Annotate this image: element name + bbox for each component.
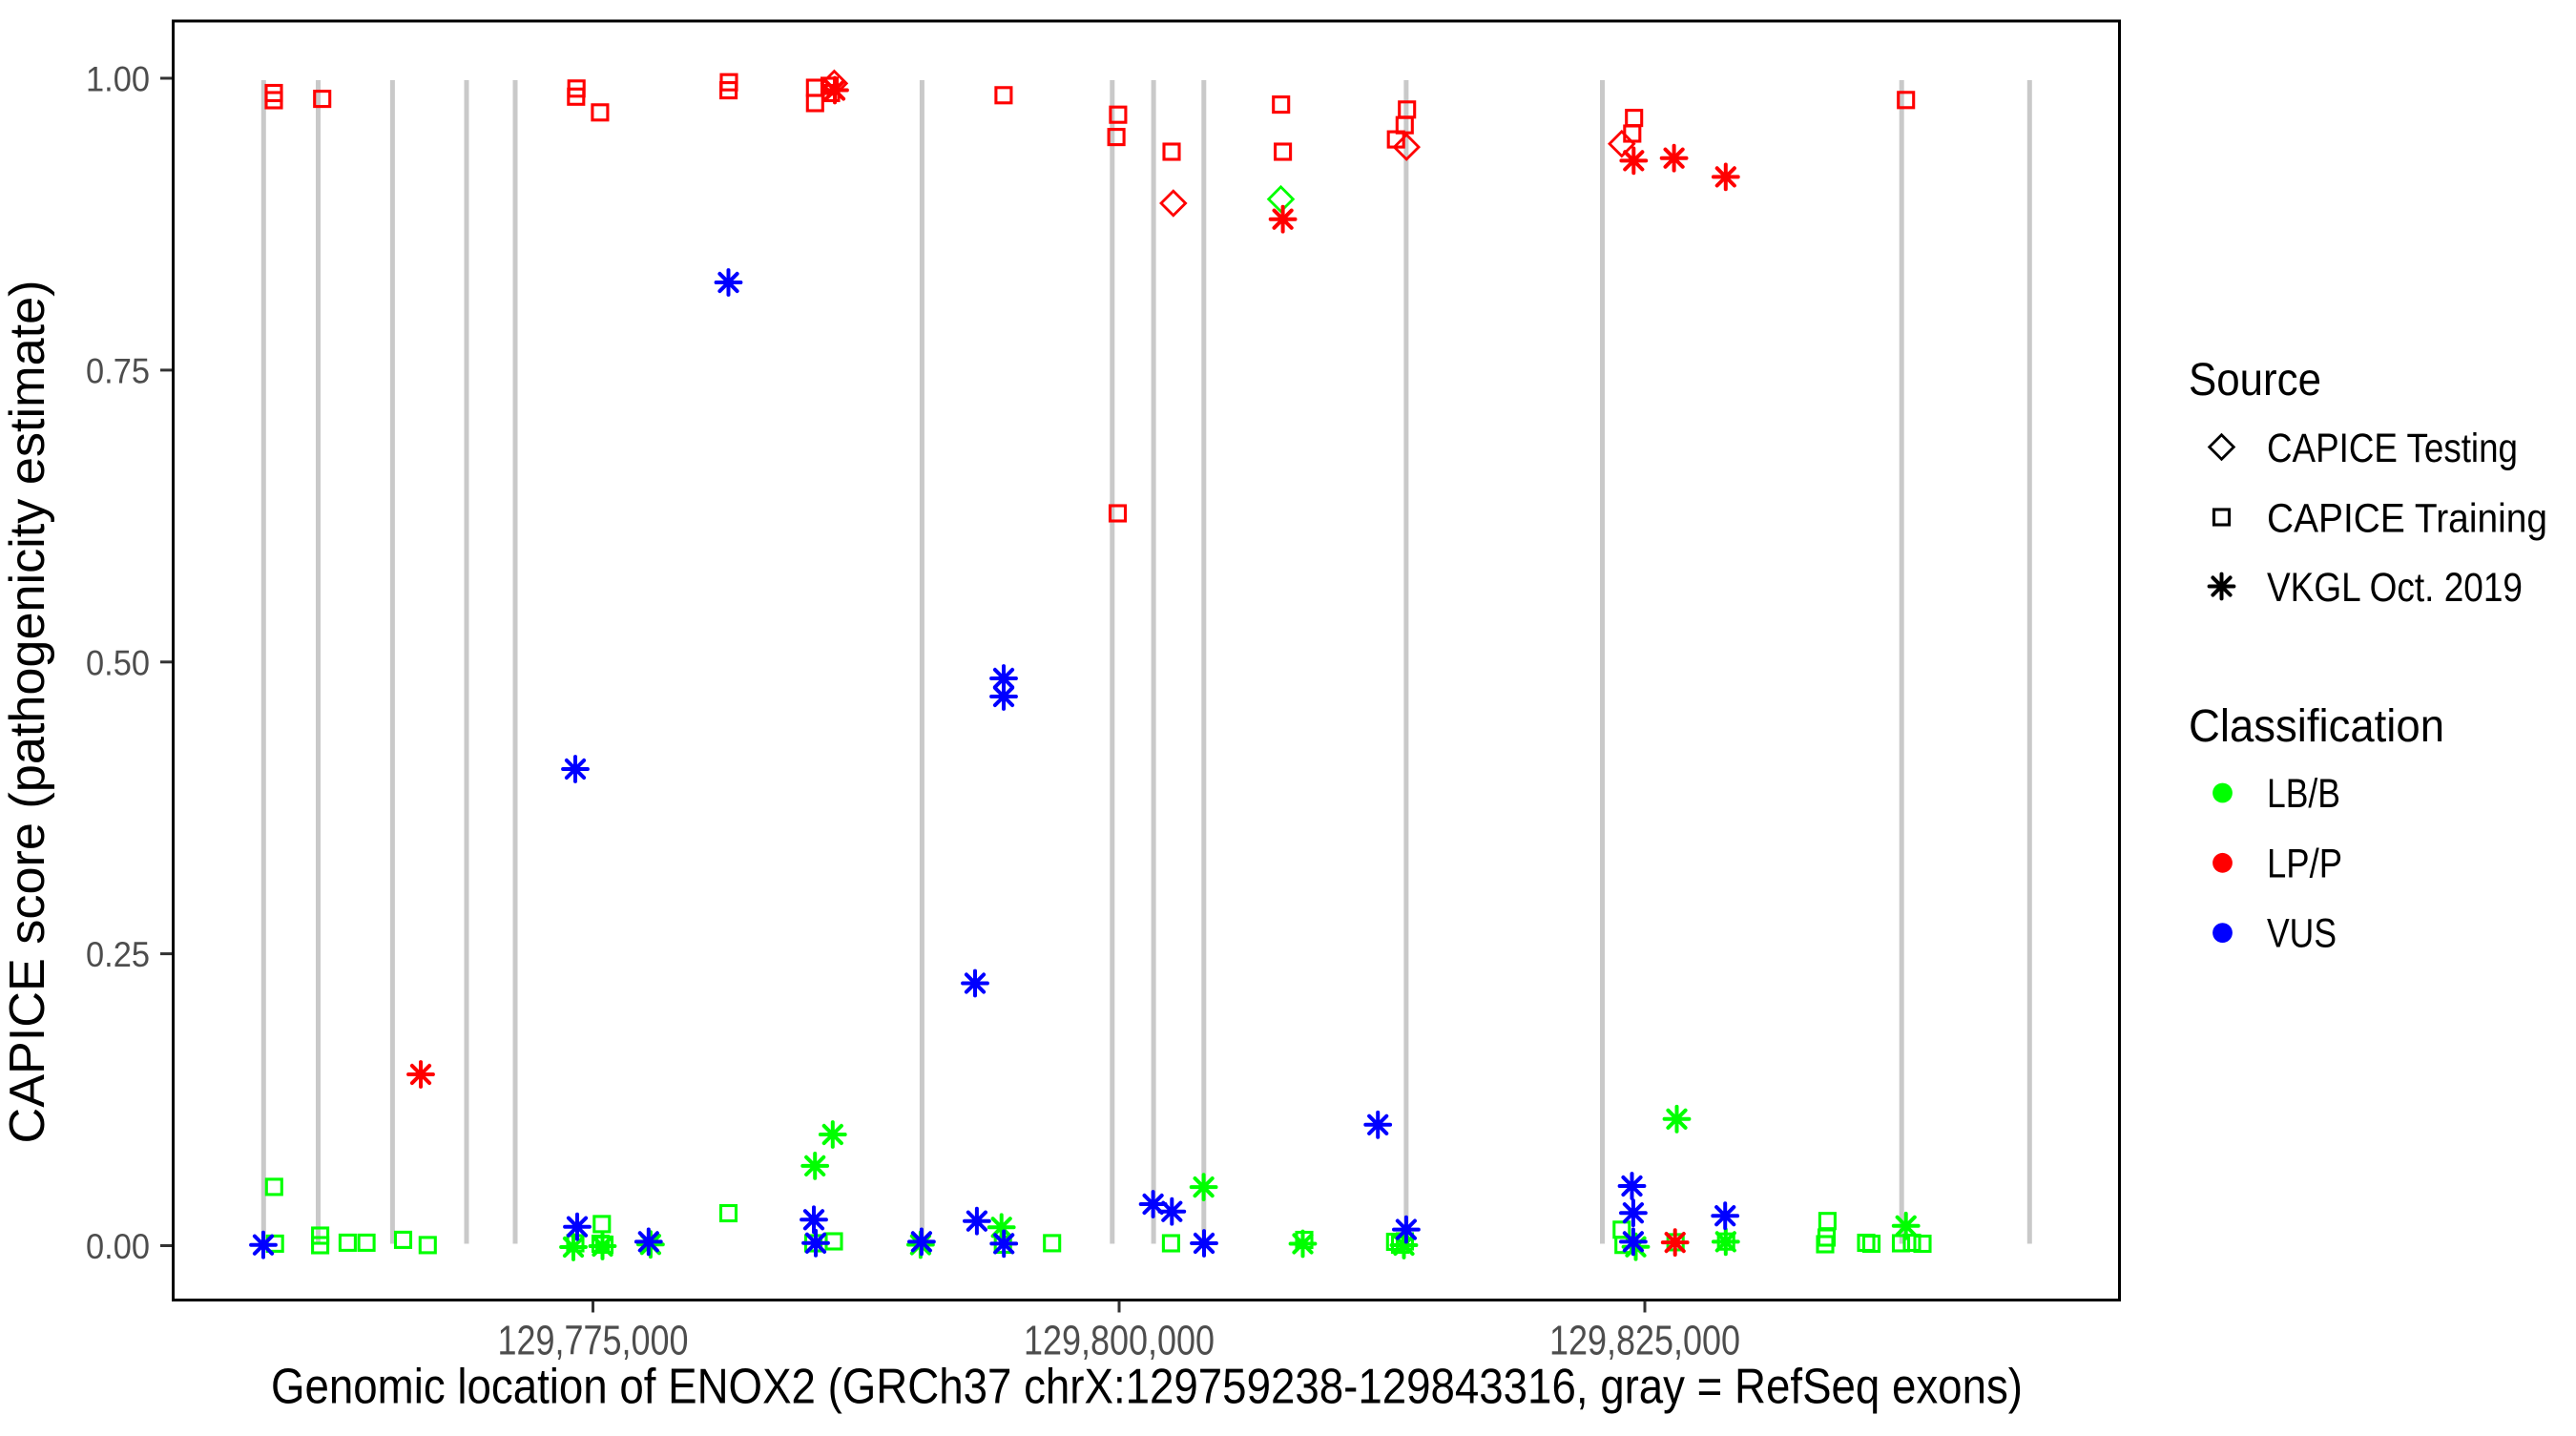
- svg-text:LB/B: LB/B: [2267, 771, 2340, 817]
- svg-text:0.00: 0.00: [86, 1227, 150, 1266]
- svg-text:129,825,000: 129,825,000: [1549, 1318, 1740, 1364]
- svg-text:Classification: Classification: [2189, 701, 2444, 752]
- svg-text:CAPICE score (pathogenicity es: CAPICE score (pathogenicity estimate): [0, 281, 55, 1144]
- svg-text:0.50: 0.50: [86, 643, 150, 682]
- svg-text:1.00: 1.00: [86, 60, 150, 99]
- svg-text:129,800,000: 129,800,000: [1024, 1318, 1215, 1364]
- svg-text:Genomic location of ENOX2 (GRC: Genomic location of ENOX2 (GRCh37 chrX:1…: [271, 1360, 2023, 1415]
- svg-text:Source: Source: [2189, 355, 2321, 406]
- svg-text:0.75: 0.75: [86, 351, 150, 390]
- svg-text:VKGL Oct. 2019: VKGL Oct. 2019: [2267, 565, 2523, 611]
- svg-text:0.25: 0.25: [86, 935, 150, 974]
- svg-text:CAPICE Training: CAPICE Training: [2267, 496, 2547, 542]
- svg-text:LP/P: LP/P: [2267, 841, 2342, 886]
- svg-text:VUS: VUS: [2267, 911, 2337, 957]
- svg-text:129,775,000: 129,775,000: [498, 1318, 689, 1364]
- svg-text:CAPICE Testing: CAPICE Testing: [2267, 426, 2518, 471]
